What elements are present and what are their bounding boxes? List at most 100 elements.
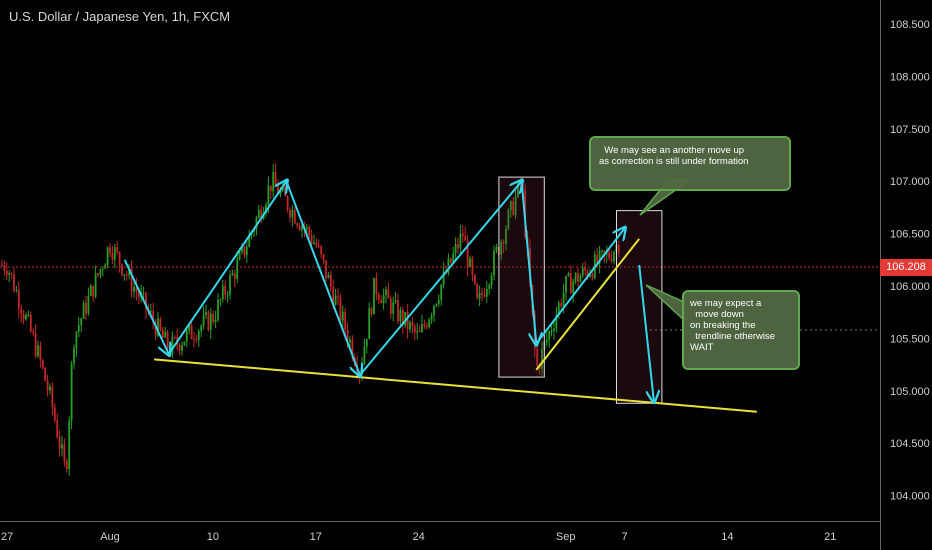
candle-body bbox=[226, 294, 229, 296]
price-tick-label: 107.000 bbox=[890, 176, 930, 188]
candle-body bbox=[202, 315, 205, 326]
time-axis[interactable]: 27 Aug 10 17 24 Sep 7 14 21 bbox=[1, 531, 836, 543]
candle-body bbox=[236, 259, 239, 279]
candle-body bbox=[344, 311, 347, 330]
candle-body bbox=[178, 344, 181, 351]
candle-body bbox=[183, 341, 186, 346]
wave-arrow[interactable] bbox=[123, 259, 169, 354]
wave-arrow[interactable] bbox=[167, 181, 287, 355]
candle-body bbox=[89, 285, 92, 296]
candle-body bbox=[274, 171, 277, 186]
wave-arrow[interactable] bbox=[285, 180, 360, 375]
candle-body bbox=[380, 299, 383, 304]
candle-body bbox=[94, 273, 97, 297]
candle-body bbox=[598, 250, 601, 265]
candle-body bbox=[293, 209, 296, 224]
candle-body bbox=[617, 244, 620, 254]
highlight-box[interactable] bbox=[616, 210, 663, 404]
candle-body bbox=[461, 233, 464, 236]
candle-body bbox=[608, 252, 611, 259]
candle-body bbox=[53, 407, 56, 421]
candle-body bbox=[416, 330, 419, 333]
price-tick-label: 106.000 bbox=[890, 281, 930, 293]
candle-body bbox=[13, 274, 15, 291]
candle-body bbox=[387, 289, 390, 299]
annotation-move-down[interactable]: we may expect a move down on breaking th… bbox=[682, 290, 800, 370]
candle-body bbox=[123, 274, 126, 276]
candle-body bbox=[334, 295, 337, 305]
candle-body bbox=[145, 292, 147, 310]
highlight-box[interactable] bbox=[498, 176, 545, 378]
candle-body bbox=[70, 363, 73, 421]
time-tick-label: 21 bbox=[824, 531, 836, 543]
candle-body bbox=[413, 326, 416, 333]
candlestick-series bbox=[1, 163, 620, 476]
wave-arrow[interactable] bbox=[535, 228, 624, 345]
candle-body bbox=[233, 273, 236, 279]
candle-body bbox=[241, 246, 243, 252]
candle-body bbox=[488, 285, 491, 289]
candle-body bbox=[442, 271, 445, 285]
current-price-label: 106.208 bbox=[880, 259, 932, 276]
candle-body bbox=[493, 250, 495, 276]
candle-body bbox=[80, 318, 83, 326]
annotation-move-up[interactable]: We may see an another move up as correct… bbox=[589, 136, 791, 191]
trendline[interactable] bbox=[535, 238, 640, 371]
wave-arrow[interactable] bbox=[638, 264, 654, 401]
candle-body bbox=[27, 314, 30, 316]
price-tick-label: 105.500 bbox=[890, 333, 930, 345]
candle-body bbox=[382, 295, 385, 304]
candle-body bbox=[152, 311, 155, 323]
candle-body bbox=[481, 293, 483, 295]
candle-body bbox=[557, 302, 560, 315]
candle-body bbox=[373, 277, 375, 315]
candle-body bbox=[425, 325, 428, 328]
candle-body bbox=[37, 345, 39, 357]
candle-body bbox=[541, 348, 543, 369]
candle-body bbox=[128, 268, 131, 276]
candle-body bbox=[586, 271, 589, 277]
candle-body bbox=[15, 290, 18, 292]
candle-body bbox=[231, 273, 234, 276]
candle-body bbox=[308, 227, 311, 236]
candle-body bbox=[495, 246, 498, 251]
candle-body bbox=[464, 235, 467, 241]
candle-body bbox=[553, 328, 555, 331]
candle-body bbox=[207, 312, 210, 331]
price-tick-label: 108.000 bbox=[890, 71, 930, 83]
candle-body bbox=[325, 260, 327, 279]
candle-body bbox=[389, 298, 392, 314]
candle-body bbox=[296, 223, 299, 226]
time-tick-label: 17 bbox=[310, 531, 322, 543]
price-axis[interactable]: 108.500 108.000 107.500 107.000 106.500 106.0… bbox=[890, 19, 930, 503]
candle-body bbox=[49, 386, 51, 391]
candle-body bbox=[61, 444, 63, 449]
candle-body bbox=[193, 339, 195, 341]
candle-body bbox=[34, 333, 37, 357]
candle-body bbox=[253, 229, 255, 233]
candle-body bbox=[291, 209, 294, 218]
candle-body bbox=[560, 302, 563, 307]
candle-body bbox=[8, 273, 11, 275]
candle-body bbox=[514, 196, 517, 216]
candle-body bbox=[421, 323, 423, 332]
wave-arrow[interactable] bbox=[520, 181, 537, 343]
candle-body bbox=[565, 275, 567, 293]
price-tick-label: 106.500 bbox=[890, 229, 930, 241]
candle-body bbox=[351, 339, 354, 358]
time-tick-label: 27 bbox=[1, 531, 13, 543]
candle-body bbox=[44, 367, 47, 382]
candle-body bbox=[447, 258, 450, 274]
candle-body bbox=[399, 309, 402, 322]
candle-body bbox=[125, 274, 128, 276]
candle-body bbox=[469, 258, 471, 267]
candle-body bbox=[478, 293, 481, 299]
trendline[interactable] bbox=[154, 358, 757, 413]
candle-body bbox=[106, 247, 109, 265]
candle-body bbox=[92, 285, 95, 297]
wave-arrow[interactable] bbox=[359, 181, 522, 376]
candle-body bbox=[305, 227, 308, 229]
candle-body bbox=[411, 322, 414, 327]
candle-body bbox=[581, 267, 584, 276]
